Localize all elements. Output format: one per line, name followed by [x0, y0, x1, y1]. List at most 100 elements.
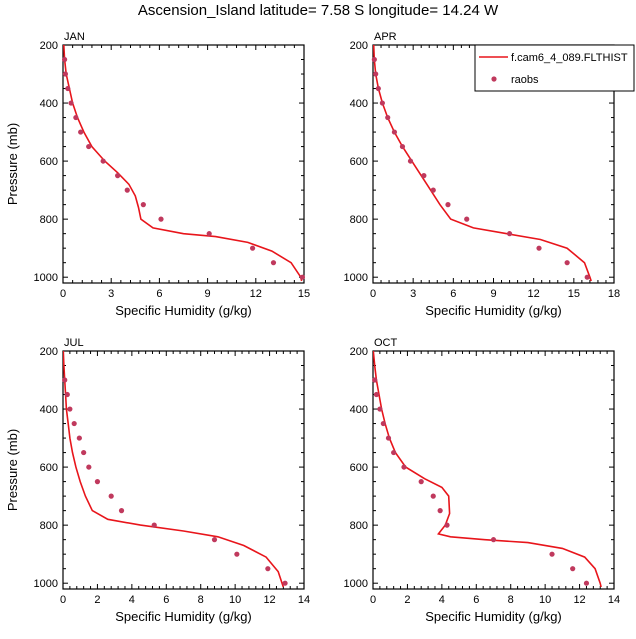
- raob-point: [100, 158, 106, 164]
- x-tick-label: 14: [298, 594, 310, 606]
- x-tick-label: 15: [568, 288, 580, 300]
- raob-point: [118, 508, 125, 514]
- raob-point: [549, 551, 555, 557]
- raob-point: [299, 274, 305, 280]
- raob-point: [407, 158, 414, 164]
- plot-frame: [62, 44, 305, 284]
- raob-point: [490, 537, 497, 543]
- raob-point: [67, 406, 73, 412]
- y-tick-label: 400: [350, 98, 368, 110]
- raob-point: [62, 56, 68, 63]
- raob-point: [62, 71, 69, 77]
- raob-point: [399, 143, 406, 150]
- raob-point: [391, 449, 397, 456]
- raob-point: [249, 245, 256, 251]
- y-tick-label: 800: [350, 520, 368, 532]
- raob-point: [372, 377, 378, 383]
- raob-point: [445, 202, 451, 208]
- y-tick-label: 200: [40, 346, 58, 358]
- y-tick-label: 800: [40, 214, 58, 226]
- x-tick-label: 9: [490, 288, 496, 300]
- x-tick-label: 10: [229, 594, 241, 606]
- x-tick-label: 12: [250, 288, 262, 300]
- raob-point: [73, 114, 79, 121]
- x-axis-label: Specific Humidity (g/kg): [425, 303, 562, 318]
- y-axis-label: Pressure (mb): [5, 123, 20, 205]
- x-axis-label: Specific Humidity (g/kg): [425, 609, 562, 624]
- panel-jan: 0 3 6 9 12 15 200 400 600 800 1000 JAN Specific Humi…: [5, 31, 310, 318]
- raob-point: [379, 100, 385, 106]
- raob-point: [86, 143, 92, 150]
- y-tick-label: 800: [40, 520, 58, 532]
- x-tick-label: 2: [94, 594, 100, 606]
- raob-point: [375, 85, 381, 92]
- raob-point: [64, 391, 70, 398]
- raob-point: [391, 129, 398, 135]
- raob-point: [536, 245, 542, 251]
- raob-point: [71, 420, 77, 427]
- x-tick-label: 12: [263, 594, 275, 606]
- x-tick-label: 9: [205, 288, 211, 300]
- x-tick-label: 0: [60, 594, 66, 606]
- x-tick-label: 6: [163, 594, 169, 606]
- raob-point: [570, 566, 576, 572]
- raob-point: [430, 187, 436, 193]
- raob-point: [124, 187, 130, 193]
- x-tick-label: 6: [450, 288, 456, 300]
- raob-point: [81, 449, 87, 456]
- raob-point: [506, 231, 513, 237]
- legend-obs-label: raobs: [511, 74, 539, 86]
- panel-label: OCT: [374, 337, 398, 349]
- raob-point: [430, 493, 436, 499]
- raob-point: [380, 420, 386, 427]
- raob-point: [78, 129, 84, 135]
- y-tick-label: 1000: [34, 578, 58, 590]
- y-tick-label: 400: [40, 404, 58, 416]
- y-tick-label: 600: [40, 462, 58, 474]
- y-tick-label: 400: [350, 404, 368, 416]
- x-tick-label: 3: [108, 288, 114, 300]
- plot-frame: [372, 350, 615, 590]
- raob-point: [373, 391, 380, 398]
- raob-point: [401, 464, 407, 470]
- legend-marker-swatch: [491, 76, 497, 82]
- raob-point: [234, 551, 240, 557]
- x-tick-label: 6: [156, 288, 162, 300]
- raob-point: [444, 522, 450, 528]
- raob-point: [421, 173, 427, 179]
- panel-jul: 0 2 4 6 8 10 12 14 200 400 600 800 1000 JUL Specific H…: [5, 337, 310, 624]
- raob-point: [68, 100, 74, 106]
- raob-point: [385, 114, 391, 121]
- raob-point: [584, 274, 590, 280]
- model-line: [63, 45, 303, 282]
- x-tick-label: 3: [410, 288, 416, 300]
- y-tick-label: 600: [40, 156, 58, 168]
- y-tick-label: 200: [350, 40, 368, 52]
- raob-point: [385, 435, 392, 441]
- raob-point: [86, 464, 92, 470]
- raob-point: [418, 479, 424, 485]
- raob-point: [282, 580, 288, 586]
- plot-frame: [62, 350, 305, 590]
- legend-box: [474, 44, 635, 92]
- y-axis-label: Pressure (mb): [5, 429, 20, 511]
- raob-point: [371, 56, 377, 63]
- panel-label: JAN: [64, 31, 85, 43]
- raob-point: [94, 479, 101, 485]
- x-tick-label: 0: [60, 288, 66, 300]
- x-tick-label: 0: [370, 594, 376, 606]
- x-tick-label: 2: [404, 594, 410, 606]
- x-axis-label: Specific Humidity (g/kg): [115, 609, 252, 624]
- x-tick-label: 14: [608, 594, 620, 606]
- raob-point: [211, 537, 218, 543]
- y-tick-label: 600: [350, 156, 368, 168]
- x-tick-label: 4: [439, 594, 445, 606]
- raob-point: [437, 508, 443, 514]
- x-tick-label: 8: [198, 594, 204, 606]
- y-tick-label: 1000: [34, 272, 58, 284]
- x-tick-label: 18: [608, 288, 620, 300]
- panel-label: APR: [374, 31, 397, 43]
- y-tick-label: 800: [350, 214, 368, 226]
- y-tick-label: 1000: [344, 578, 368, 590]
- raob-point: [583, 580, 590, 586]
